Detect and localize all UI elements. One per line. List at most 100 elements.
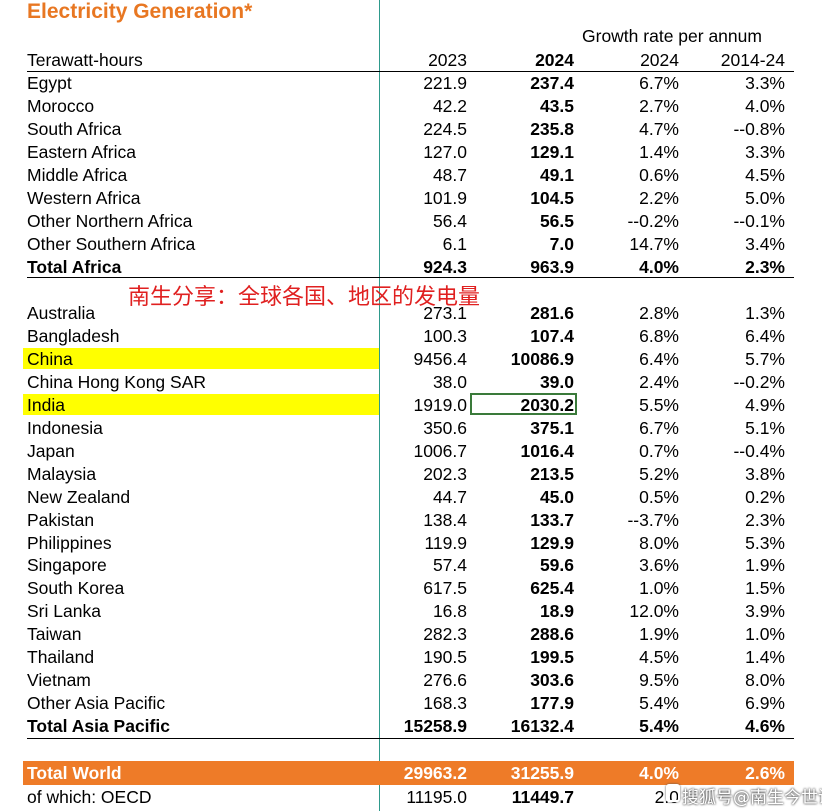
- value-2024: 11449.7: [511, 787, 574, 807]
- value-2024: 16132.4: [510, 716, 574, 736]
- row-label: Japan: [27, 441, 75, 461]
- row-label: Sri Lanka: [27, 601, 101, 621]
- value-2024: 199.5: [530, 647, 574, 667]
- growth-2024: 0.6%: [639, 165, 679, 185]
- growth-2014-24: 0.2%: [745, 487, 785, 507]
- growth-2014-24: 1.5%: [745, 578, 785, 598]
- value-2024: 129.1: [530, 142, 574, 162]
- row-label: Thailand: [27, 647, 95, 667]
- value-2023: 101.9: [423, 188, 467, 208]
- table-row: Other Southern Africa 6.1 7.0 14.7% 3.4%: [0, 233, 822, 256]
- row-label: China Hong Kong SAR: [27, 372, 206, 392]
- value-2023: 168.3: [423, 693, 467, 713]
- row-label: Malaysia: [27, 464, 97, 484]
- header-growth-2014-24: 2014-24: [720, 50, 785, 70]
- table-row: China Hong Kong SAR 38.0 39.0 2.4% --0.2%: [0, 371, 822, 394]
- value-2023: 6.1: [442, 234, 467, 254]
- growth-2024: 1.4%: [639, 142, 679, 162]
- table-row: Middle Africa 48.7 49.1 0.6% 4.5%: [0, 164, 822, 187]
- growth-2024: --0.2%: [627, 211, 679, 231]
- value-2024: 45.0: [539, 487, 574, 507]
- growth-2014-24: 1.3%: [745, 303, 785, 323]
- value-2024: 43.5: [539, 96, 574, 116]
- table-row: South Africa 224.5 235.8 4.7% --0.8%: [0, 118, 822, 141]
- value-2024: 104.5: [530, 188, 574, 208]
- row-label: China: [27, 349, 73, 369]
- growth-2014-24: 6.9%: [745, 693, 785, 713]
- growth-2014-24: 2.3%: [745, 257, 785, 277]
- growth-2014-24: 1.9%: [745, 555, 785, 575]
- growth-2024: 6.4%: [639, 349, 679, 369]
- value-2023: 350.6: [423, 418, 467, 438]
- growth-2024: 3.6%: [639, 555, 679, 575]
- value-2024: 18.9: [539, 601, 574, 621]
- growth-2024: 2.7%: [639, 96, 679, 116]
- growth-2024: 9.5%: [639, 670, 679, 690]
- value-2024: 237.4: [530, 73, 574, 93]
- watermark-icon: [666, 784, 680, 802]
- table-row: Indonesia 350.6 375.1 6.7% 5.1%: [0, 417, 822, 440]
- selected-cell[interactable]: [470, 393, 577, 415]
- value-2023: 127.0: [423, 142, 467, 162]
- row-label: Bangladesh: [27, 326, 120, 346]
- table-row: Singapore 57.4 59.6 3.6% 1.9%: [0, 554, 822, 577]
- row-label: of which: OECD: [27, 787, 152, 807]
- row-label: Total World: [27, 763, 122, 783]
- value-2024: 56.5: [539, 211, 574, 231]
- row-label: Australia: [27, 303, 96, 323]
- value-2023: 273.1: [423, 303, 467, 323]
- value-2023: 224.5: [423, 119, 467, 139]
- growth-2024: 4.0%: [639, 763, 679, 783]
- growth-2014-24: 2.6%: [745, 763, 785, 783]
- value-2023: 1919.0: [413, 395, 467, 415]
- table-row: Eastern Africa 127.0 129.1 1.4% 3.3%: [0, 141, 822, 164]
- value-2024: 133.7: [530, 510, 574, 530]
- row-label: South Korea: [27, 578, 125, 598]
- row-label: Egypt: [27, 73, 72, 93]
- watermark: 搜狐号@南生今世说: [682, 788, 822, 808]
- row-label: Western Africa: [27, 188, 141, 208]
- value-2023: 57.4: [432, 555, 467, 575]
- growth-2024: 4.5%: [639, 647, 679, 667]
- growth-2014-24: 1.4%: [745, 647, 785, 667]
- table-row: Japan 1006.7 1016.4 0.7% --0.4%: [0, 440, 822, 463]
- growth-2024: 5.5%: [639, 395, 679, 415]
- table-row: Bangladesh 100.3 107.4 6.8% 6.4%: [0, 325, 822, 348]
- table-row: Other Northern Africa 56.4 56.5 --0.2% --0.1…: [0, 210, 822, 233]
- value-2024: 107.4: [530, 326, 574, 346]
- table-row: Taiwan 282.3 288.6 1.9% 1.0%: [0, 623, 822, 646]
- value-2023: 9456.4: [413, 349, 467, 369]
- growth-2024: 1.0%: [639, 578, 679, 598]
- row-label: Total Africa: [27, 257, 122, 277]
- india-highlight: [23, 394, 379, 415]
- row-label: Total Asia Pacific: [27, 716, 170, 736]
- growth-2024: 0.7%: [639, 441, 679, 461]
- value-2024: 10086.9: [510, 349, 574, 369]
- row-label: Other Northern Africa: [27, 211, 193, 231]
- value-2023: 48.7: [432, 165, 467, 185]
- table-row: Western Africa 101.9 104.5 2.2% 5.0%: [0, 187, 822, 210]
- value-2023: 42.2: [432, 96, 467, 116]
- growth-2014-24: 3.8%: [745, 464, 785, 484]
- growth-2024: 2.2%: [639, 188, 679, 208]
- value-2023: 202.3: [423, 464, 467, 484]
- row-label: Pakistan: [27, 510, 95, 530]
- growth-2024: 4.0%: [639, 257, 679, 277]
- value-2023: 38.0: [432, 372, 467, 392]
- value-2024: 625.4: [530, 578, 574, 598]
- table-row: Australia 273.1 281.6 2.8% 1.3%: [0, 302, 822, 325]
- value-2024: 49.1: [539, 165, 574, 185]
- growth-2014-24: 3.3%: [745, 73, 785, 93]
- growth-2024: 5.4%: [639, 693, 679, 713]
- growth-2024: 5.2%: [639, 464, 679, 484]
- growth-2014-24: 5.1%: [745, 418, 785, 438]
- header-2024: 2024: [535, 50, 574, 70]
- header-2023: 2023: [428, 50, 467, 70]
- row-label: Morocco: [27, 96, 95, 116]
- growth-2024: 6.8%: [639, 326, 679, 346]
- value-2024: 963.9: [530, 257, 574, 277]
- value-2023: 100.3: [423, 326, 467, 346]
- growth-2014-24: --0.4%: [733, 441, 785, 461]
- value-2024: 7.0: [549, 234, 574, 254]
- value-2023: 138.4: [423, 510, 467, 530]
